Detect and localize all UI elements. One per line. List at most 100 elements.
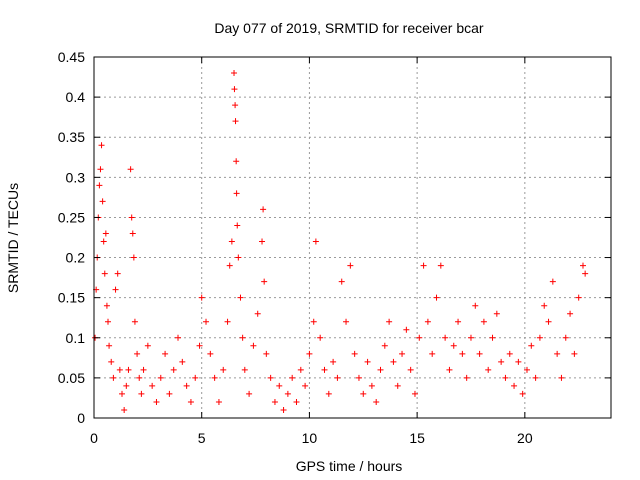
data-point bbox=[528, 342, 535, 349]
data-point bbox=[246, 390, 253, 397]
data-point bbox=[399, 350, 406, 357]
data-point bbox=[325, 390, 332, 397]
data-point bbox=[493, 310, 500, 317]
data-point bbox=[355, 374, 362, 381]
data-point bbox=[102, 230, 109, 237]
y-tick-label: 0.05 bbox=[58, 370, 85, 386]
plot-frame bbox=[93, 56, 612, 419]
ticks-layer bbox=[93, 56, 611, 419]
data-point bbox=[437, 262, 444, 269]
data-point bbox=[125, 366, 132, 373]
data-point bbox=[276, 382, 283, 389]
data-point bbox=[558, 374, 565, 381]
data-point bbox=[98, 142, 105, 149]
data-point bbox=[233, 158, 240, 165]
data-point bbox=[498, 358, 505, 365]
data-point bbox=[312, 238, 319, 245]
data-point bbox=[157, 374, 164, 381]
data-point bbox=[215, 398, 222, 405]
data-point bbox=[467, 334, 474, 341]
data-point bbox=[334, 374, 341, 381]
data-point bbox=[203, 318, 210, 325]
data-point bbox=[96, 182, 103, 189]
x-tick-label: 15 bbox=[409, 430, 425, 446]
data-point bbox=[127, 166, 134, 173]
data-point bbox=[455, 318, 462, 325]
data-point bbox=[131, 318, 138, 325]
x-tick-label: 10 bbox=[302, 430, 318, 446]
data-point bbox=[136, 374, 143, 381]
data-point bbox=[554, 350, 561, 357]
data-point bbox=[140, 366, 147, 373]
data-point bbox=[579, 262, 586, 269]
data-point bbox=[343, 318, 350, 325]
data-point bbox=[338, 278, 345, 285]
data-point bbox=[105, 318, 112, 325]
data-point bbox=[297, 366, 304, 373]
data-point bbox=[226, 262, 233, 269]
data-point bbox=[99, 198, 106, 205]
data-point bbox=[101, 270, 108, 277]
data-point bbox=[394, 382, 401, 389]
data-point bbox=[511, 382, 518, 389]
data-point bbox=[179, 358, 186, 365]
data-point bbox=[224, 318, 231, 325]
data-point bbox=[187, 398, 194, 405]
data-point bbox=[459, 350, 466, 357]
data-point bbox=[523, 366, 530, 373]
data-point bbox=[250, 342, 257, 349]
y-tick-label: 0.4 bbox=[66, 89, 86, 105]
points-layer bbox=[92, 70, 589, 413]
data-point bbox=[446, 366, 453, 373]
data-point bbox=[280, 406, 287, 413]
x-tick-label: 20 bbox=[517, 430, 533, 446]
data-point bbox=[231, 70, 238, 77]
data-point bbox=[381, 342, 388, 349]
data-point bbox=[351, 350, 358, 357]
data-point bbox=[110, 374, 117, 381]
data-point bbox=[166, 390, 173, 397]
grid-layer bbox=[94, 57, 611, 418]
data-point bbox=[100, 238, 107, 245]
data-point bbox=[416, 334, 423, 341]
data-point bbox=[472, 302, 479, 309]
data-point bbox=[485, 366, 492, 373]
data-point bbox=[233, 190, 240, 197]
data-point bbox=[211, 374, 218, 381]
data-point bbox=[129, 230, 136, 237]
data-point bbox=[232, 102, 239, 109]
y-tick-label: 0.25 bbox=[58, 209, 85, 225]
data-point bbox=[377, 366, 384, 373]
x-tick-label: 5 bbox=[198, 430, 206, 446]
x-tick-label: 0 bbox=[90, 430, 98, 446]
x-axis-label: GPS time / hours bbox=[296, 458, 403, 474]
data-point bbox=[420, 262, 427, 269]
data-point bbox=[407, 366, 414, 373]
data-point bbox=[536, 334, 543, 341]
data-point bbox=[306, 350, 313, 357]
data-point bbox=[390, 358, 397, 365]
tick-labels-layer: 0 0.05 0.1 0.15 0.2 0.25 0.3 0.35 0.4 0.45 0 5 10 15 2… bbox=[58, 49, 533, 446]
data-point bbox=[103, 302, 110, 309]
data-point bbox=[424, 318, 431, 325]
data-point bbox=[254, 310, 261, 317]
data-point bbox=[567, 310, 574, 317]
data-point bbox=[170, 366, 177, 373]
data-point bbox=[360, 390, 367, 397]
data-point bbox=[411, 390, 418, 397]
data-point bbox=[480, 318, 487, 325]
data-point bbox=[162, 350, 169, 357]
data-point bbox=[228, 238, 235, 245]
data-point bbox=[198, 294, 205, 301]
data-point bbox=[263, 350, 270, 357]
data-point bbox=[207, 350, 214, 357]
data-point bbox=[121, 406, 128, 413]
data-point bbox=[138, 390, 145, 397]
y-tick-label: 0.35 bbox=[58, 129, 85, 145]
data-point bbox=[175, 334, 182, 341]
data-point bbox=[519, 390, 526, 397]
data-point bbox=[130, 254, 137, 261]
data-point bbox=[220, 366, 227, 373]
data-point bbox=[267, 374, 274, 381]
data-point bbox=[302, 382, 309, 389]
